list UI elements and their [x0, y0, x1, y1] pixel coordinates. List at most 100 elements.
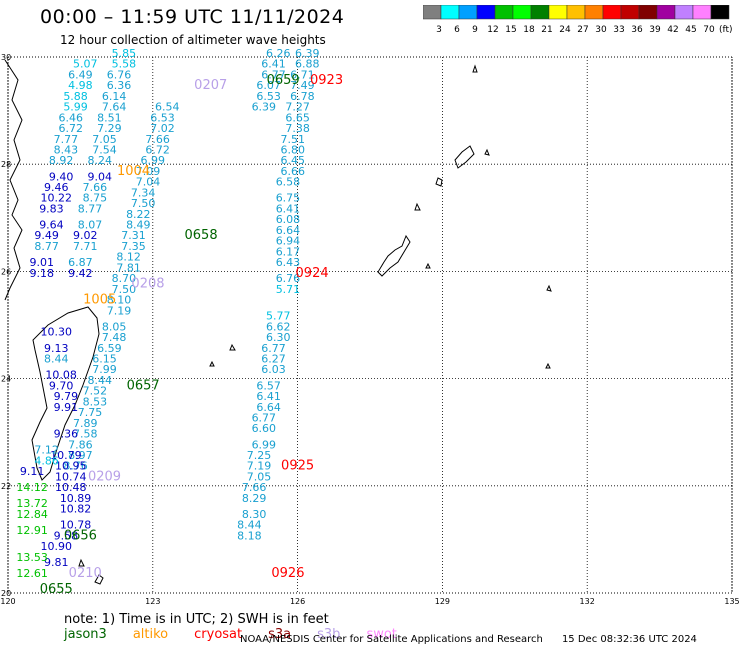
wave-height-point: 10.90 — [41, 540, 73, 553]
wave-height-point: 10.95 — [55, 460, 87, 473]
wave-height-point: 13.53 — [16, 551, 48, 564]
wave-height-point: 7.34 — [131, 186, 156, 199]
wave-height-point: 8.92 — [49, 154, 74, 167]
wave-height-point: 6.60 — [252, 422, 277, 435]
wave-height-point: 12.61 — [16, 567, 48, 580]
y-tick-label: 28 — [1, 160, 11, 169]
wave-height-point: 7.27 — [285, 101, 310, 114]
credit-line: NOAA/NESDIS Center for Satellite Applica… — [240, 634, 697, 645]
wave-height-point: 6.72 — [58, 122, 83, 135]
scale-tick-label: 18 — [523, 25, 535, 35]
islet — [546, 284, 552, 292]
pass-time-label: 0208 — [131, 276, 164, 291]
wave-height-point: 5.88 — [63, 90, 88, 103]
pass-time-label: 0923 — [310, 73, 343, 88]
x-tick-label: 126 — [290, 597, 305, 606]
wave-height-point: 6.59 — [97, 342, 122, 355]
wave-height-point: 5.58 — [112, 58, 137, 71]
pass-time-label: 1004 — [117, 164, 150, 179]
wave-height-point: 6.03 — [261, 363, 286, 376]
scale-tick-label: 33 — [613, 25, 624, 35]
wave-height-point: 6.45 — [281, 154, 306, 167]
scale-tick-label: 3 — [436, 25, 442, 35]
wave-height-point: 10.89 — [60, 492, 92, 505]
wave-height-point: 8.30 — [242, 508, 267, 521]
wave-height-point: 9.49 — [34, 229, 59, 242]
wave-height-point: 8.70 — [112, 272, 137, 285]
pass-time-label: 1005 — [83, 293, 116, 308]
pass-time-label: 0657 — [127, 378, 160, 393]
wave-height-point: 9.46 — [44, 181, 69, 194]
wave-height-point: 10.22 — [41, 192, 73, 205]
wave-height-point: 12.84 — [16, 508, 48, 521]
wave-height-point: 6.76 — [276, 272, 301, 285]
wave-height-point: 6.41 — [261, 58, 286, 71]
wave-height-point: 7.54 — [92, 143, 117, 156]
wave-height-point: 10.78 — [60, 519, 92, 532]
wave-height-point: 10.82 — [60, 503, 92, 516]
wave-height-point: 14.12 — [16, 481, 48, 494]
wave-height-point: 9.02 — [73, 229, 98, 242]
islet — [484, 148, 490, 156]
wave-height-point: 7.09 — [136, 165, 161, 178]
wave-height-point: 5.71 — [276, 283, 301, 296]
wave-height-point: 7.52 — [83, 385, 108, 398]
axis-tick-labels: 120 123 126 129 132 135 20 22 24 26 28 30 — [0, 53, 739, 606]
wave-height-point: 6.15 — [92, 353, 117, 366]
wave-height-point: 9.58 — [54, 529, 79, 542]
wave-height-point: 5.85 — [112, 47, 137, 60]
pass-time-label: 0658 — [185, 228, 218, 243]
wave-height-point: 7.66 — [83, 181, 108, 194]
wave-height-point: 10.79 — [50, 449, 82, 462]
wave-height-point: 9.83 — [39, 202, 64, 215]
wave-height-point: 7.89 — [73, 417, 98, 430]
footer-note: note: 1) Time is in UTC; 2) SWH is in fe… — [64, 612, 740, 642]
chart-subtitle: 12 hour collection of altimeter wave hei… — [60, 33, 326, 47]
wave-height-point: 7.66 — [242, 481, 267, 494]
satellite-legend-item: s3b — [317, 627, 341, 642]
wave-height-point: 6.76 — [107, 68, 132, 81]
wave-height-point: 8.44 — [44, 353, 69, 366]
wave-height-point: 8.53 — [83, 395, 108, 408]
satellite-legend-item: cryosat — [194, 627, 243, 642]
wave-height-point: 6.75 — [276, 192, 301, 205]
wave-height-point: 6.66 — [281, 165, 306, 178]
wave-height-point: 6.46 — [58, 111, 83, 124]
wave-height-point: 8.44 — [237, 519, 262, 532]
wave-height-point: 7.19 — [107, 304, 132, 317]
wave-height-point: 9.64 — [39, 219, 64, 232]
wave-height-point: 6.77 — [252, 411, 277, 424]
y-tick-label: 30 — [1, 53, 11, 62]
wave-height-point: 7.49 — [290, 79, 315, 92]
wave-height-point: 6.57 — [256, 379, 281, 392]
amami-island — [454, 145, 475, 169]
satellite-legend-item: s3a — [268, 627, 292, 642]
scale-tick-label: 70 — [703, 25, 715, 35]
wave-height-point: 7.50 — [112, 283, 137, 296]
wave-height-point: 6.49 — [68, 68, 93, 81]
scale-tick-label: 9 — [472, 25, 478, 35]
wave-height-point: 6.41 — [256, 390, 281, 403]
wave-height-point: 7.58 — [73, 428, 98, 441]
wave-height-point: 9.40 — [49, 170, 74, 183]
scale-tick-label: 6 — [454, 25, 460, 35]
wave-height-point: 7.64 — [102, 101, 127, 114]
wave-height-point: 8.97 — [68, 449, 93, 462]
taiwan-coast — [31, 306, 100, 481]
wave-height-point: 8.44 — [87, 374, 112, 387]
wave-height-point: 6.77 — [261, 68, 286, 81]
wave-height-point: 9.91 — [54, 401, 79, 414]
wave-height-point: 6.78 — [290, 90, 315, 103]
scale-tick-label: 12 — [487, 25, 498, 35]
wave-height-point: 6.41 — [276, 202, 301, 215]
wave-height-point: 8.07 — [78, 219, 103, 232]
wave-height-point: 6.99 — [252, 438, 277, 451]
y-tick-label: 26 — [1, 267, 11, 276]
color-scale-legend: 3 6 9 12 15 18 21 24 27 30 33 36 39 42 45 70 (ft) — [423, 5, 733, 35]
islet — [435, 177, 443, 187]
wave-height-point: 6.27 — [261, 353, 286, 366]
wave-height-point: 6.88 — [295, 58, 320, 71]
wave-height-point: 7.35 — [121, 240, 146, 253]
pass-time-label: 0925 — [281, 459, 314, 474]
